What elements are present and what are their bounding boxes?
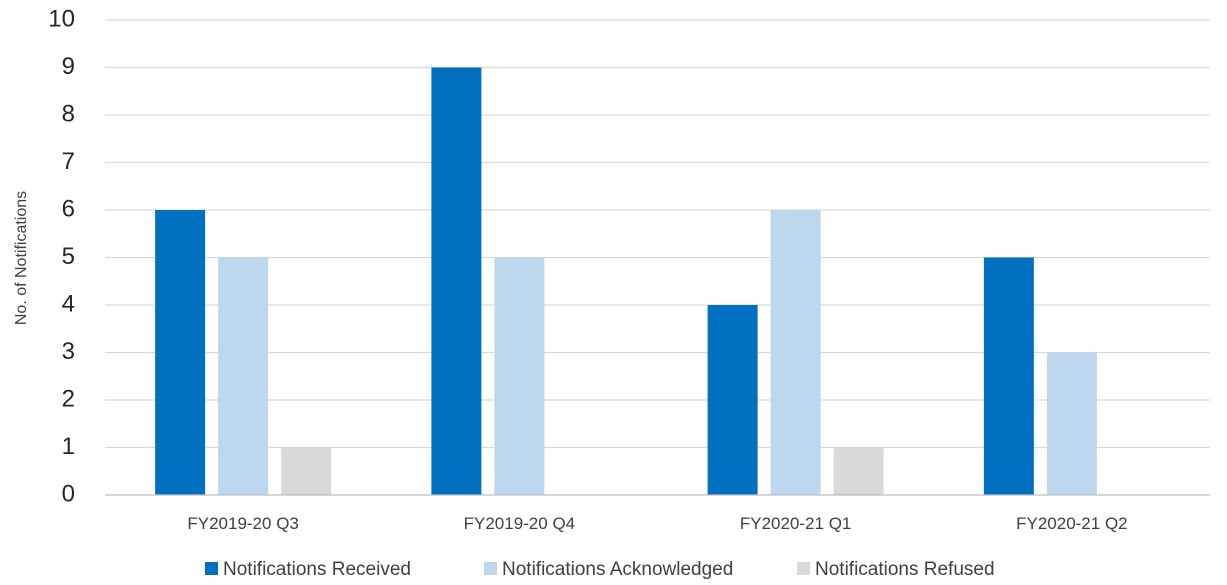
legend-item: Notifications Acknowledged <box>484 559 733 580</box>
bars <box>155 67 1097 495</box>
legend-label: Notifications Received <box>223 559 411 580</box>
bar-notifications-acknowledged <box>494 257 545 495</box>
legend-label: Notifications Refused <box>815 559 995 580</box>
y-tick-label: 2 <box>62 385 75 412</box>
bar-notifications-refused <box>281 447 332 495</box>
x-tick-label: FY2020-21 Q1 <box>740 514 852 533</box>
legend-swatch <box>797 562 810 575</box>
x-axis-ticks: FY2019-20 Q3 FY2019-20 Q4 FY2020-21 Q1 FY20… <box>187 514 1127 533</box>
legend: Notifications Received Notifications Ackn… <box>205 559 995 580</box>
legend-item: Notifications Refused <box>797 559 995 580</box>
y-tick-label: 7 <box>62 148 75 175</box>
y-tick-label: 5 <box>62 243 75 270</box>
bar-notifications-acknowledged <box>218 257 269 495</box>
y-tick-label: 1 <box>62 433 75 460</box>
bar-notifications-received <box>431 67 482 495</box>
legend-swatch <box>484 562 497 575</box>
legend-swatch <box>205 562 218 575</box>
x-tick-label: FY2019-20 Q4 <box>464 514 576 533</box>
bar-notifications-acknowledged <box>1046 352 1097 495</box>
x-tick-label: FY2020-21 Q2 <box>1016 514 1128 533</box>
gridlines <box>105 19 1210 449</box>
bar-notifications-received <box>707 305 758 495</box>
y-axis-ticks: 0 1 2 3 4 5 6 7 8 9 10 <box>48 5 75 507</box>
y-tick-label: 3 <box>62 338 75 365</box>
bar-notifications-received <box>155 210 206 495</box>
y-tick-label: 4 <box>62 290 75 317</box>
y-tick-label: 10 <box>48 5 75 32</box>
legend-item: Notifications Received <box>205 559 411 580</box>
y-tick-label: 8 <box>62 100 75 127</box>
y-tick-label: 9 <box>62 53 75 80</box>
bar-notifications-received <box>983 257 1034 495</box>
y-tick-label: 0 <box>62 480 75 507</box>
bar-notifications-refused <box>833 447 884 495</box>
bar-notifications-acknowledged <box>770 210 821 495</box>
y-axis-label: No. of Notifications <box>13 191 30 325</box>
legend-label: Notifications Acknowledged <box>502 559 733 580</box>
x-tick-label: FY2019-20 Q3 <box>187 514 299 533</box>
y-tick-label: 6 <box>62 195 75 222</box>
